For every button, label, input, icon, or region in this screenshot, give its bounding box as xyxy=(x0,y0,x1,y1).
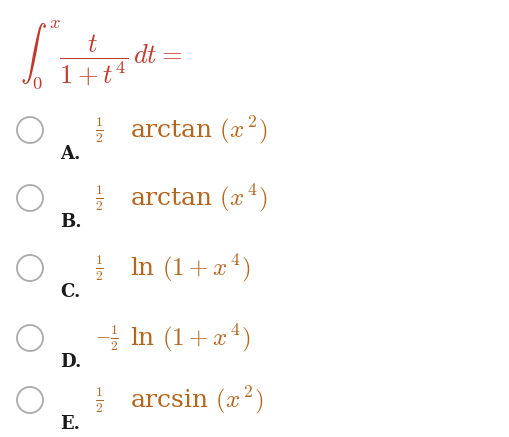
Text: $-\frac{1}{2}$: $-\frac{1}{2}$ xyxy=(95,323,119,353)
Text: E.: E. xyxy=(60,415,80,433)
Text: ln $(1+x^{\,4})$: ln $(1+x^{\,4})$ xyxy=(130,252,250,284)
Text: $\int_0^x \dfrac{t}{1+t^4}\,dt =$: $\int_0^x \dfrac{t}{1+t^4}\,dt =$ xyxy=(20,19,182,91)
Text: B.: B. xyxy=(60,213,81,231)
Text: arctan $(x^{\,4})$: arctan $(x^{\,4})$ xyxy=(130,182,267,214)
Text: C.: C. xyxy=(60,283,80,301)
Text: ln $(1+x^{\,4})$: ln $(1+x^{\,4})$ xyxy=(130,322,250,354)
Text: $\frac{1}{2}$: $\frac{1}{2}$ xyxy=(95,385,104,415)
Text: $\frac{1}{2}$: $\frac{1}{2}$ xyxy=(95,253,104,283)
Text: D.: D. xyxy=(60,353,81,371)
Text: arctan $(x^{\,2})$: arctan $(x^{\,2})$ xyxy=(130,114,267,146)
Text: arcsin $(x^{\,2})$: arcsin $(x^{\,2})$ xyxy=(130,384,263,416)
Text: A.: A. xyxy=(60,145,80,163)
Text: $\frac{1}{2}$: $\frac{1}{2}$ xyxy=(95,115,104,145)
Text: $\frac{1}{2}$: $\frac{1}{2}$ xyxy=(95,183,104,213)
